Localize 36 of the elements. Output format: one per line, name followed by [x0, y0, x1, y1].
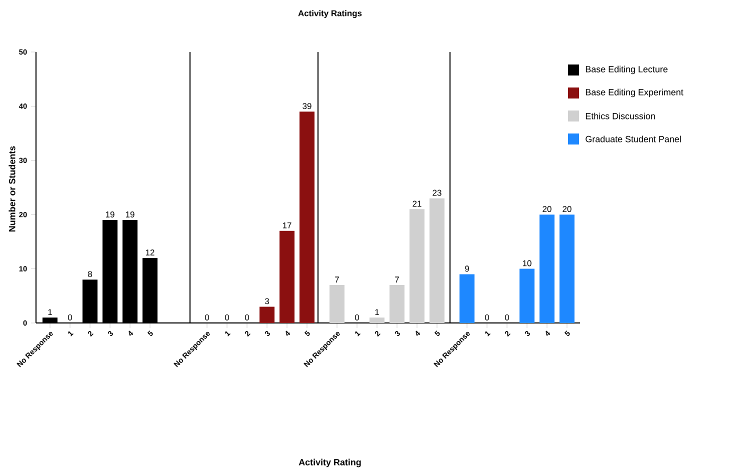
data-label: 39: [302, 103, 312, 110]
data-label: 9: [465, 266, 469, 272]
data-label: 0: [224, 314, 230, 320]
data-label: 7: [395, 276, 399, 283]
data-label: 21: [412, 200, 422, 207]
data-label: 0: [354, 314, 360, 320]
data-label: 8: [88, 271, 92, 278]
data-label: 3: [264, 298, 269, 304]
data-label: 7: [335, 276, 339, 283]
data-label: 1: [48, 309, 52, 316]
data-label: 19: [106, 211, 114, 218]
bar: [370, 318, 385, 323]
data-label: 23: [432, 190, 442, 196]
data-label: 1: [375, 309, 379, 316]
data-label: 17: [282, 222, 292, 228]
x-axis-title: Activity Rating: [298, 458, 361, 468]
legend-label: Ethics Discussion: [586, 112, 655, 120]
bar: [410, 209, 425, 323]
data-label: 0: [68, 314, 72, 320]
bar: [430, 198, 445, 323]
bar: [390, 285, 405, 323]
y-axis-title: Number or Students: [8, 146, 16, 232]
legend-label: Graduate Student Panel: [586, 136, 681, 142]
data-label: 0: [484, 314, 490, 320]
legend-label: Base Editing Lecture: [586, 66, 668, 74]
data-label: 0: [204, 314, 210, 320]
data-label: 0: [244, 314, 250, 320]
chart-title: Activity Ratings: [298, 10, 362, 18]
data-label: 10: [522, 260, 532, 266]
data-label: 19: [126, 211, 134, 218]
bar: [330, 285, 345, 323]
legend-label: Base Editing Experiment: [586, 88, 684, 98]
data-label: 0: [504, 314, 510, 320]
data-label: 20: [562, 206, 572, 212]
data-label: 12: [146, 250, 154, 256]
data-label: 20: [542, 206, 552, 212]
